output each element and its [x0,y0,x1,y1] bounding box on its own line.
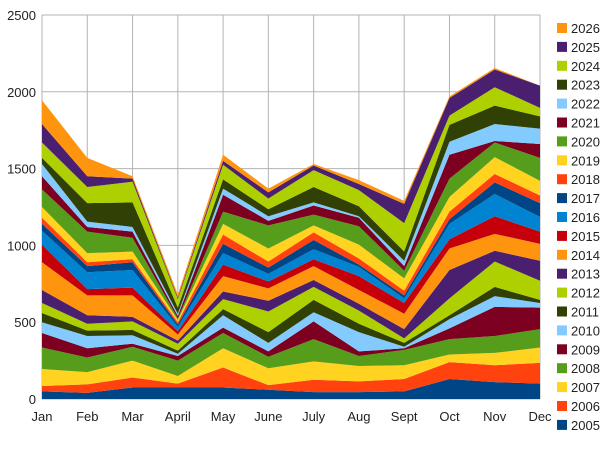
legend-label-2015: 2015 [571,229,600,244]
legend-label-2017: 2017 [571,191,600,206]
legend-swatch-2011 [557,306,567,317]
area-series-2007 [42,347,540,386]
legend-label-2021: 2021 [571,116,600,131]
legend-swatch-2010 [557,325,567,336]
legend-label-2013: 2013 [571,267,600,282]
area-series-2006 [42,362,540,393]
legend-label-2019: 2019 [571,153,600,168]
area-series-2024 [42,87,540,308]
axes: 0 500 1000 1500 2000 2500 Jan Feb Mar April May Jun… [7,8,552,424]
legend-label-2005: 2005 [571,418,600,433]
legend-swatch-2008 [557,363,567,374]
x-tick-label: Nov [483,409,507,424]
legend-label-2023: 2023 [571,78,600,93]
area-series-2020 [42,142,540,320]
area-series-2019 [42,157,540,323]
legend-swatch-2016 [557,212,567,222]
legend-swatch-2017 [557,193,567,204]
area-series-2005 [42,379,540,399]
legend-swatch-2026 [557,23,567,33]
x-tick-label: Feb [76,409,98,424]
legend-swatch-2012 [557,287,567,298]
legend-swatch-2018 [557,174,567,185]
legend-swatch-2014 [557,249,567,260]
legend-swatch-2009 [557,344,567,355]
area-series-2012 [42,261,540,351]
legend-label-2024: 2024 [571,59,600,74]
legend-swatch-2013 [557,268,567,279]
x-tick-label: Sept [391,409,418,424]
legend-swatch-2007 [557,382,567,393]
area-series-2015 [42,216,540,335]
area-series [42,67,540,399]
area-series-2016 [42,193,540,332]
x-tick-label: May [211,409,236,424]
y-tick-label: 1000 [7,238,36,253]
legend-swatch-2022 [557,98,567,109]
legend-label-2014: 2014 [571,248,600,263]
x-tick-label: April [165,409,191,424]
x-tick-label: June [254,409,282,424]
legend-label-2008: 2008 [571,361,600,376]
area-series-2013 [42,250,540,344]
area-series-2009 [42,306,540,361]
legend-label-2025: 2025 [571,40,600,55]
y-tick-label: 500 [14,315,36,330]
legend-swatch-2015 [557,230,567,241]
legend-swatch-2021 [557,117,567,128]
legend-label-2018: 2018 [571,172,600,187]
legend-label-2011: 2011 [571,305,599,320]
y-tick-label: 2000 [7,85,36,100]
x-tick-label: Dec [528,409,552,424]
legend-swatch-2023 [557,79,567,90]
legend: 2026 2025 2024 2023 2022 2021 2020 2019 2018 2017… [557,21,600,433]
area-series-2010 [42,296,540,356]
legend-label-2010: 2010 [571,323,600,338]
area-series-2011 [42,286,540,354]
x-tick-label: Aug [347,409,370,424]
y-tick-label: 0 [29,392,36,407]
legend-swatch-2006 [557,401,567,411]
y-tick-label: 1500 [7,162,36,177]
legend-label-2009: 2009 [571,342,600,357]
x-tick-label: Jan [32,409,53,424]
x-tick-label: Mar [121,409,144,424]
legend-label-2026: 2026 [571,21,600,36]
legend-label-2016: 2016 [571,210,600,225]
legend-swatch-2019 [557,155,567,166]
area-series-2025 [42,69,540,300]
area-series-2014 [42,233,540,341]
legend-swatch-2005 [557,419,567,430]
area-series-2017 [42,182,540,327]
legend-label-2006: 2006 [571,399,600,414]
x-tick-label: Oct [439,409,460,424]
legend-label-2012: 2012 [571,286,600,301]
x-tick-label: July [302,409,326,424]
y-tick-label: 2500 [7,8,36,23]
legend-swatch-2024 [557,60,567,71]
legend-label-2020: 2020 [571,134,600,149]
legend-swatch-2025 [557,41,567,52]
legend-label-2022: 2022 [571,97,600,112]
legend-label-2007: 2007 [571,380,600,395]
legend-swatch-2020 [557,136,567,147]
area-series-2008 [42,329,540,376]
area-series-2018 [42,173,540,325]
